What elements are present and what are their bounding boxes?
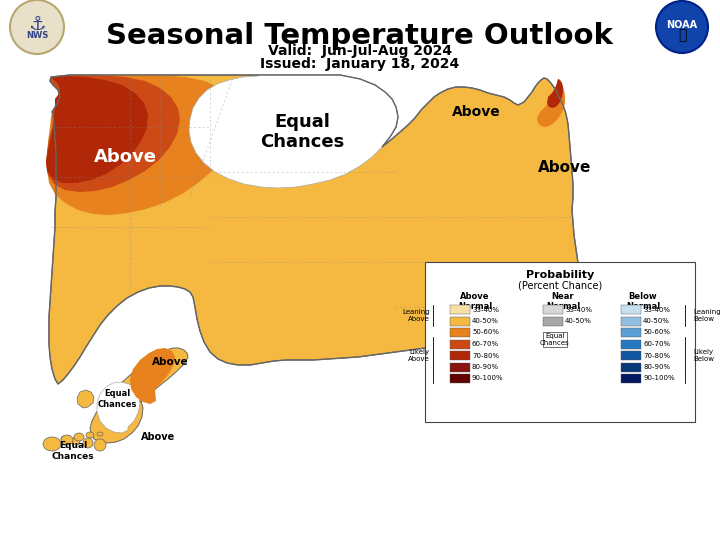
Text: Equal
Chances: Equal Chances xyxy=(97,389,137,409)
Text: 33-40%: 33-40% xyxy=(472,306,499,312)
Bar xyxy=(450,328,470,337)
Ellipse shape xyxy=(86,432,94,438)
Text: Above: Above xyxy=(94,148,156,166)
Text: Issued:  January 18, 2024: Issued: January 18, 2024 xyxy=(261,57,459,71)
Text: Above: Above xyxy=(152,357,189,367)
Bar xyxy=(543,305,563,314)
Polygon shape xyxy=(97,382,140,433)
Circle shape xyxy=(72,437,80,445)
Ellipse shape xyxy=(97,432,103,436)
Bar xyxy=(621,374,641,383)
Bar xyxy=(450,374,470,383)
Text: 70-80%: 70-80% xyxy=(472,353,499,359)
Text: 🌊: 🌊 xyxy=(678,28,686,42)
Bar xyxy=(621,363,641,372)
Text: 80-90%: 80-90% xyxy=(472,364,499,370)
Text: 40-50%: 40-50% xyxy=(472,318,499,324)
Ellipse shape xyxy=(74,433,84,441)
Bar xyxy=(450,316,470,325)
Text: 60-70%: 60-70% xyxy=(472,341,499,347)
Text: NWS: NWS xyxy=(26,32,48,41)
Text: 80-90%: 80-90% xyxy=(643,364,670,370)
Text: Below
Normal: Below Normal xyxy=(626,292,660,311)
Text: 90-100%: 90-100% xyxy=(472,375,503,382)
Text: Valid:  Jun-Jul-Aug 2024: Valid: Jun-Jul-Aug 2024 xyxy=(268,44,452,58)
Text: (Percent Chance): (Percent Chance) xyxy=(518,281,602,291)
Bar xyxy=(450,351,470,360)
Text: NOAA: NOAA xyxy=(667,20,698,30)
Text: Probability: Probability xyxy=(526,270,594,280)
Text: Above: Above xyxy=(451,105,500,119)
Text: Likely
Below: Likely Below xyxy=(693,349,714,362)
Circle shape xyxy=(10,0,64,54)
Text: 50-60%: 50-60% xyxy=(472,330,499,335)
Text: Equal
Chances: Equal Chances xyxy=(540,333,570,346)
Text: Leaning
Below: Leaning Below xyxy=(693,309,720,322)
Text: 50-60%: 50-60% xyxy=(643,330,670,335)
Bar xyxy=(621,340,641,349)
Text: Above: Above xyxy=(141,432,175,442)
Text: 60-70%: 60-70% xyxy=(643,341,670,347)
Circle shape xyxy=(94,439,106,451)
Bar xyxy=(450,340,470,349)
Polygon shape xyxy=(49,75,583,384)
Text: Seasonal Temperature Outlook: Seasonal Temperature Outlook xyxy=(107,22,613,50)
Circle shape xyxy=(656,1,708,53)
Circle shape xyxy=(61,436,67,442)
Bar xyxy=(621,316,641,325)
Bar xyxy=(450,363,470,372)
Bar xyxy=(621,328,641,337)
Text: ⚓: ⚓ xyxy=(28,14,46,33)
Text: Above
Normal: Above Normal xyxy=(458,292,492,311)
Ellipse shape xyxy=(61,435,73,445)
Text: 40-50%: 40-50% xyxy=(565,318,592,324)
Text: Leaning
Above: Leaning Above xyxy=(402,309,430,322)
Text: 70-80%: 70-80% xyxy=(643,353,670,359)
Polygon shape xyxy=(77,390,94,408)
Polygon shape xyxy=(90,348,188,443)
Bar xyxy=(425,262,695,422)
Bar xyxy=(621,305,641,314)
Polygon shape xyxy=(47,75,237,215)
Polygon shape xyxy=(189,75,398,188)
Polygon shape xyxy=(130,348,175,404)
Text: Near
Normal: Near Normal xyxy=(546,292,580,311)
Text: Equal
Chances: Equal Chances xyxy=(52,441,94,461)
Bar xyxy=(543,332,567,347)
Text: Above: Above xyxy=(539,159,592,174)
Text: 90-100%: 90-100% xyxy=(643,375,675,382)
Text: Equal
Chances: Equal Chances xyxy=(260,113,344,152)
Polygon shape xyxy=(537,79,565,127)
Text: 40-50%: 40-50% xyxy=(643,318,670,324)
Text: Likely
Above: Likely Above xyxy=(408,349,430,362)
Text: 33-40%: 33-40% xyxy=(565,306,592,312)
Bar xyxy=(543,316,563,325)
Ellipse shape xyxy=(43,437,61,451)
Polygon shape xyxy=(547,79,563,108)
Circle shape xyxy=(83,438,93,448)
Polygon shape xyxy=(46,76,148,183)
Text: 33-40%: 33-40% xyxy=(643,306,670,312)
Polygon shape xyxy=(46,75,180,192)
Bar xyxy=(621,351,641,360)
Bar xyxy=(450,305,470,314)
